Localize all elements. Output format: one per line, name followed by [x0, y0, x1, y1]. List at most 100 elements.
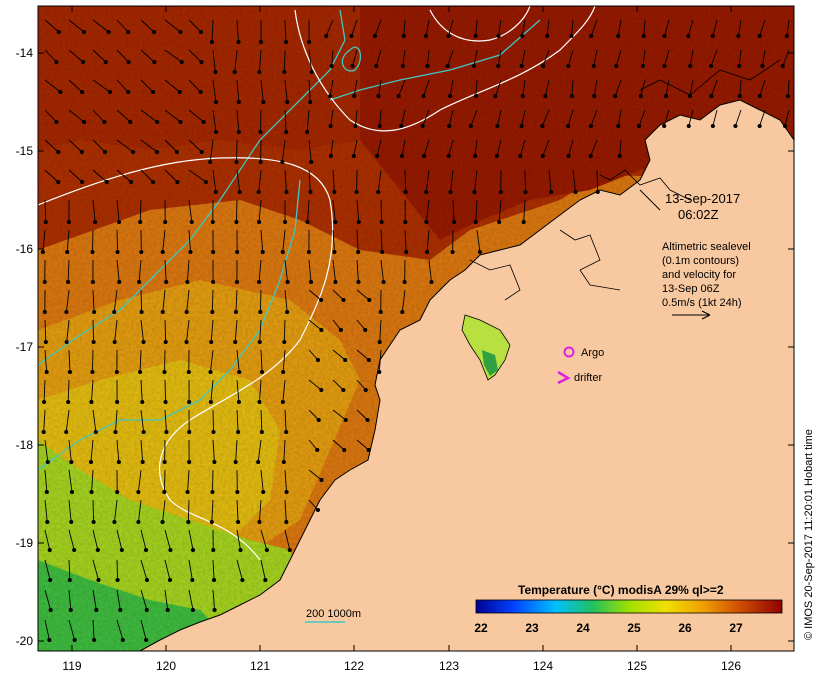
- velocity-arrow-head: [139, 249, 144, 255]
- velocity-arrow: [332, 199, 336, 223]
- velocity-arrow: [281, 139, 286, 163]
- velocity-arrow: [450, 169, 454, 193]
- velocity-arrow: [140, 529, 147, 551]
- velocity-arrow-head: [47, 637, 52, 643]
- velocity-arrow-head: [56, 149, 61, 155]
- velocity-arrow-head: [152, 29, 157, 35]
- legend-line-4: 13-Sep 06Z: [662, 283, 720, 295]
- velocity-arrow: [164, 19, 181, 33]
- velocity-arrow: [258, 499, 262, 523]
- x-tick-label: 121: [250, 659, 270, 673]
- velocity-arrow: [567, 109, 574, 127]
- velocity-arrow: [356, 319, 366, 331]
- colorbar-title: Temperature (°C) modisA 29% ql>=2: [518, 583, 724, 597]
- velocity-arrow-head: [167, 577, 173, 583]
- velocity-arrow-head: [64, 429, 69, 435]
- velocity-arrow-head: [736, 33, 741, 39]
- velocity-arrow: [284, 499, 287, 523]
- velocity-arrow: [568, 139, 574, 157]
- velocity-arrow: [448, 109, 454, 127]
- velocity-arrow-head: [284, 429, 289, 435]
- velocity-arrow: [43, 379, 46, 403]
- velocity-arrow: [739, 79, 742, 97]
- velocity-arrow: [139, 349, 142, 373]
- velocity-arrow-head: [780, 63, 785, 69]
- velocity-arrow-head: [208, 399, 213, 405]
- velocity-arrow: [663, 109, 670, 127]
- velocity-arrow: [542, 139, 550, 157]
- velocity-arrow: [236, 19, 239, 43]
- velocity-arrow: [642, 49, 646, 67]
- velocity-arrow-head: [115, 399, 120, 405]
- velocity-arrow-head: [342, 447, 347, 453]
- velocity-arrow-head: [757, 93, 762, 99]
- velocity-arrow-head: [94, 607, 99, 613]
- x-tick-label: 124: [533, 659, 553, 673]
- velocity-arrow: [402, 49, 406, 67]
- velocity-arrow: [235, 289, 238, 313]
- velocity-arrow-head: [401, 33, 406, 39]
- velocity-arrow: [325, 19, 334, 37]
- velocity-arrow-head: [285, 99, 290, 105]
- velocity-arrow-head: [375, 153, 380, 159]
- velocity-arrow-head: [354, 189, 359, 195]
- velocity-arrow-head: [520, 93, 525, 99]
- velocity-arrow-head: [144, 577, 149, 583]
- velocity-arrow-head: [540, 153, 545, 159]
- velocity-arrow: [689, 79, 694, 97]
- velocity-arrow-head: [126, 59, 131, 65]
- velocity-arrow: [495, 79, 502, 97]
- velocity-arrow-head: [131, 149, 136, 155]
- velocity-arrow-head: [58, 89, 63, 95]
- velocity-arrow: [428, 259, 432, 283]
- velocity-arrow-head: [497, 219, 502, 225]
- velocity-arrow: [354, 109, 358, 127]
- velocity-arrow: [475, 199, 478, 223]
- velocity-arrow: [44, 439, 49, 463]
- velocity-arrow: [497, 49, 502, 67]
- velocity-arrow-head: [186, 369, 191, 375]
- velocity-arrow-head: [356, 279, 361, 285]
- velocity-arrow-head: [160, 309, 165, 315]
- velocity-arrow-head: [686, 123, 691, 129]
- legend-line-5: 0.5m/s (1kt 24h): [662, 297, 741, 309]
- velocity-arrow-head: [136, 489, 141, 495]
- velocity-arrow: [188, 199, 193, 223]
- velocity-arrow-head: [164, 429, 169, 435]
- velocity-arrow: [614, 79, 622, 97]
- velocity-arrow-head: [129, 179, 134, 185]
- velocity-arrow: [236, 169, 241, 193]
- velocity-arrow: [188, 79, 202, 93]
- velocity-arrow-head: [305, 129, 310, 135]
- velocity-arrow-head: [102, 149, 108, 155]
- velocity-arrow-head: [380, 249, 385, 255]
- velocity-arrow: [521, 49, 526, 67]
- velocity-arrow: [643, 19, 646, 37]
- velocity-arrow: [92, 559, 99, 581]
- argo-label: Argo: [581, 347, 604, 359]
- velocity-arrow: [260, 79, 264, 103]
- velocity-arrow-head: [592, 93, 597, 99]
- velocity-arrow: [260, 349, 263, 373]
- velocity-arrow: [380, 259, 385, 283]
- velocity-arrow: [759, 19, 766, 37]
- velocity-arrow-head: [520, 33, 525, 39]
- velocity-arrow-head: [90, 279, 95, 285]
- velocity-arrow-head: [662, 123, 667, 129]
- velocity-arrow-head: [687, 93, 692, 99]
- velocity-arrow-head: [236, 39, 241, 45]
- velocity-arrow: [65, 409, 70, 433]
- velocity-arrow-head: [341, 297, 346, 303]
- velocity-arrow-head: [258, 39, 264, 45]
- velocity-arrow-head: [263, 577, 268, 583]
- velocity-arrow: [68, 439, 72, 463]
- velocity-arrow-head: [72, 637, 77, 643]
- velocity-arrow: [689, 49, 694, 67]
- velocity-arrow-head: [447, 123, 452, 129]
- velocity-arrow-head: [613, 93, 618, 99]
- velocity-arrow: [308, 469, 322, 481]
- velocity-arrow-head: [113, 429, 118, 435]
- velocity-arrow: [596, 169, 599, 193]
- velocity-arrow: [308, 259, 312, 283]
- velocity-arrow: [332, 409, 347, 421]
